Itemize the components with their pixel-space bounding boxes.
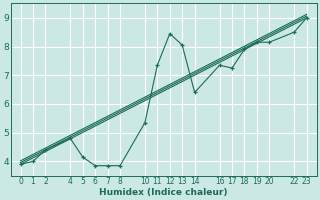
X-axis label: Humidex (Indice chaleur): Humidex (Indice chaleur)	[99, 188, 228, 197]
